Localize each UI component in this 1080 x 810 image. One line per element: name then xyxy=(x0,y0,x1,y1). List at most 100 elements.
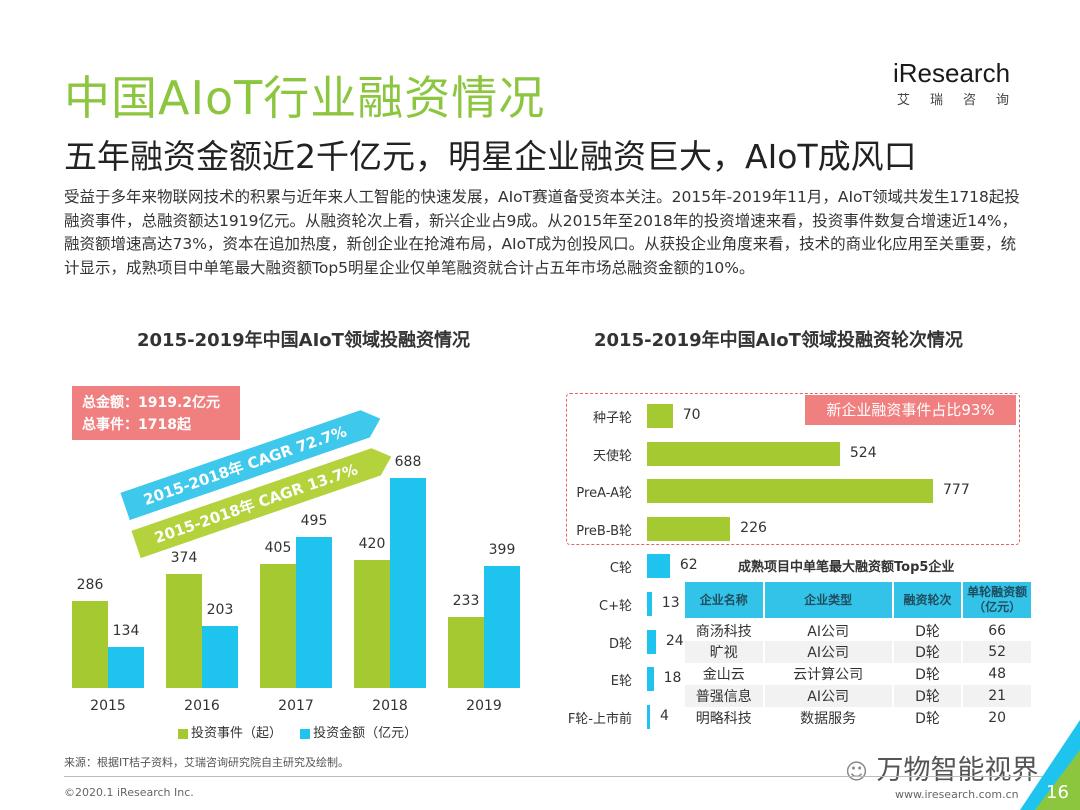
bar-round-2 xyxy=(647,479,933,504)
data-label: 420 xyxy=(358,535,386,552)
data-label: 203 xyxy=(206,602,234,619)
table-cell: AI公司 xyxy=(762,685,894,707)
bar-events-2017 xyxy=(260,564,296,688)
y-tick-label: 种子轮 xyxy=(592,411,632,426)
table-cell: D轮 xyxy=(891,619,964,641)
bar-round-8 xyxy=(647,704,650,729)
th-type: 企业类型 xyxy=(762,580,894,620)
table-cell: 旷视 xyxy=(683,641,765,663)
data-label: 226 xyxy=(740,519,767,536)
totals-box: 总金额：1919.2亿元 总事件：1718起 xyxy=(72,386,240,440)
page-title: 中国AIoT行业融资情况 xyxy=(64,71,546,125)
x-tick-label: 2016 xyxy=(184,698,220,714)
new-enterprise-box xyxy=(566,393,1020,545)
data-label: 18 xyxy=(663,670,682,687)
y-tick-label: C轮 xyxy=(609,561,632,577)
right-bar-chart: 种子轮 70 天使轮 524 PreA-A轮 777 PreB-B轮 226 C轮 62 C+轮 13… xyxy=(567,404,970,729)
table-row: 旷视 AI公司 D轮 52 xyxy=(683,641,1033,663)
legend-events: 投资事件（起） xyxy=(191,726,283,741)
y-tick-label: F轮-上市前 xyxy=(567,711,632,727)
corner-decoration xyxy=(1020,720,1080,810)
footer-divider xyxy=(64,776,1064,777)
bar-round-3 xyxy=(647,516,731,541)
table-cell: AI公司 xyxy=(762,641,894,663)
data-label: 24 xyxy=(665,632,684,649)
y-tick-label: D轮 xyxy=(608,636,632,652)
legend-swatch-events xyxy=(178,728,188,739)
page-subtitle: 五年融资金额近2千亿元，明星企业融资巨大，AIoT成风口 xyxy=(64,137,917,176)
table-cell: 21 xyxy=(961,685,1033,707)
table-row: 明略科技 数据服务 D轮 20 xyxy=(683,707,1033,729)
source-note: 来源：根据IT桔子资料，艾瑞咨询研究院自主研究及绘制。 xyxy=(64,756,349,769)
data-label: 70 xyxy=(682,407,701,423)
table-cell: 商汤科技 xyxy=(683,619,765,641)
logo-brand: iResearch xyxy=(893,58,1011,88)
bar-events-2015 xyxy=(72,600,108,688)
right-chart-title: 2015-2019年中国AIoT领域投融资轮次情况 xyxy=(594,330,963,351)
data-label: 399 xyxy=(488,542,516,559)
table-cell: 66 xyxy=(961,619,1033,641)
bar-amount-2019 xyxy=(484,566,520,688)
data-label: 777 xyxy=(943,482,970,499)
table-cell: 云计算公司 xyxy=(762,663,894,685)
bar-amount-2016 xyxy=(202,626,238,688)
table-cell: D轮 xyxy=(891,641,964,663)
table-cell: 52 xyxy=(961,641,1033,663)
watermark: ☺ 万物智能视界 xyxy=(845,748,1039,787)
bar-round-1 xyxy=(647,441,840,466)
th-round: 融资轮次 xyxy=(891,580,964,620)
bar-round-7 xyxy=(647,667,654,692)
total-amount: 总金额：1919.2亿元 xyxy=(82,395,221,411)
x-tick-label: 2015 xyxy=(90,698,126,714)
data-label: 13 xyxy=(661,595,680,611)
table-cell: 20 xyxy=(961,707,1033,729)
bar-events-2016 xyxy=(166,573,202,688)
data-label: 688 xyxy=(394,454,422,470)
footer-url: www.iresearch.com.cn xyxy=(895,788,1019,801)
data-label: 62 xyxy=(679,557,698,574)
bar-amount-2017 xyxy=(296,536,332,688)
y-tick-label: C+轮 xyxy=(599,599,632,614)
data-label: 405 xyxy=(264,540,292,557)
table-cell: D轮 xyxy=(891,707,964,729)
table-cell: 48 xyxy=(961,663,1033,685)
chart-legend: 投资事件（起） 投资金额（亿元） xyxy=(178,722,417,741)
copyright: ©2020.1 iResearch Inc. xyxy=(64,786,194,799)
bar-round-4 xyxy=(647,554,670,579)
data-label: 374 xyxy=(170,549,198,566)
table-cell: D轮 xyxy=(891,685,964,707)
watermark-text: 万物智能视界 xyxy=(876,755,1039,786)
x-tick-label: 2019 xyxy=(466,698,502,714)
y-tick-label: 天使轮 xyxy=(592,448,632,464)
bar-round-6 xyxy=(647,629,656,654)
page-number: 16 xyxy=(1046,782,1069,803)
wechat-icon: ☺ xyxy=(845,760,868,785)
logo-cn: 艾瑞咨询 xyxy=(897,93,1030,108)
total-events: 总事件：1718起 xyxy=(82,417,191,433)
bar-amount-2018 xyxy=(390,478,426,688)
bar-events-2019 xyxy=(448,616,484,688)
bar-round-5 xyxy=(647,592,652,616)
top5-table: 企业名称 企业类型 融资轮次 单轮融资额（亿元） 商汤科技 AI公司 D轮 66 旷视 A… xyxy=(683,580,1033,729)
data-label: 495 xyxy=(300,512,328,529)
new-enterprise-label: 新企业融资事件占比93% xyxy=(805,395,1016,425)
left-bar-chart: 286 134 2015 374 203 2016 405 495 2017 420 688 2018… xyxy=(0,0,540,740)
legend-swatch-amount xyxy=(300,728,311,739)
data-label: 286 xyxy=(76,576,104,593)
iresearch-logo: iResearch 艾瑞咨询 xyxy=(893,58,1029,108)
bar-events-2018 xyxy=(354,559,390,688)
table-cell: AI公司 xyxy=(762,619,894,641)
data-label: 134 xyxy=(112,623,140,640)
left-chart-title: 2015-2019年中国AIoT领域投融资情况 xyxy=(137,330,470,351)
table-row: 金山云 云计算公司 D轮 48 xyxy=(683,663,1033,685)
th-amount: 单轮融资额（亿元） xyxy=(961,580,1033,620)
table-cell: D轮 xyxy=(891,663,964,685)
table-cell: 普强信息 xyxy=(683,685,765,707)
body-text: 受益于多年来物联网技术的积累与近年来人工智能的快速发展，AIoT赛道备受资本关注… xyxy=(64,188,1020,277)
table-cell: 数据服务 xyxy=(762,707,894,729)
data-label: 524 xyxy=(849,444,877,461)
table-cell: 金山云 xyxy=(683,663,765,685)
y-tick-label: PreA-A轮 xyxy=(576,486,632,502)
table-row: 商汤科技 AI公司 D轮 66 xyxy=(683,619,1033,641)
x-tick-label: 2018 xyxy=(372,698,408,714)
